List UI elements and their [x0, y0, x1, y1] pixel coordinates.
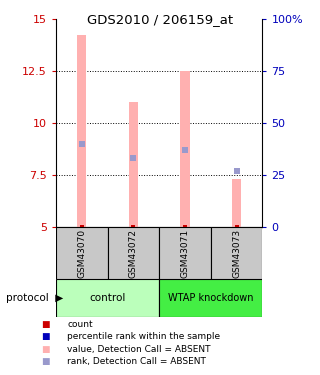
Text: WTAP knockdown: WTAP knockdown	[168, 293, 253, 303]
Text: percentile rank within the sample: percentile rank within the sample	[67, 332, 220, 341]
Text: control: control	[89, 293, 126, 303]
Text: GSM43070: GSM43070	[77, 228, 86, 278]
Bar	[232, 179, 241, 227]
Text: GSM43072: GSM43072	[129, 229, 138, 278]
Text: rank, Detection Call = ABSENT: rank, Detection Call = ABSENT	[67, 357, 206, 366]
Text: GDS2010 / 206159_at: GDS2010 / 206159_at	[87, 13, 233, 26]
Bar	[129, 102, 138, 227]
Bar	[159, 227, 211, 279]
Bar	[108, 227, 159, 279]
Text: ■: ■	[42, 332, 50, 341]
Text: ■: ■	[42, 357, 50, 366]
Text: protocol  ▶: protocol ▶	[6, 293, 64, 303]
Text: ■: ■	[42, 345, 50, 354]
Bar	[180, 71, 190, 227]
Text: GSM43073: GSM43073	[232, 228, 241, 278]
Bar	[211, 227, 262, 279]
Bar	[56, 279, 159, 317]
Bar	[56, 227, 108, 279]
Text: count: count	[67, 320, 93, 329]
Text: value, Detection Call = ABSENT: value, Detection Call = ABSENT	[67, 345, 211, 354]
Text: GSM43071: GSM43071	[180, 228, 189, 278]
Bar	[159, 279, 262, 317]
Text: ■: ■	[42, 320, 50, 329]
Bar	[77, 35, 86, 227]
